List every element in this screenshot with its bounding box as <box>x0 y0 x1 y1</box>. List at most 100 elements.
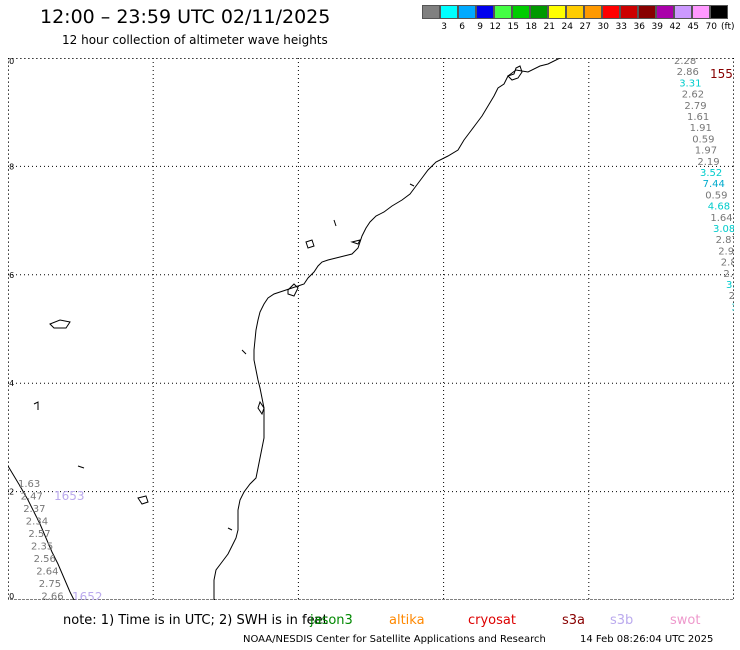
color-tick-row: 3 6 9 12 15 18 21 24 27 30 33 36 39 42 45 70 <box>422 22 728 32</box>
color-tick-label: 24 <box>561 22 573 32</box>
lat-label: 16 <box>8 271 14 280</box>
legend-item-s3a: s3a <box>562 613 586 628</box>
swh-value-label: 2.57 <box>28 529 50 540</box>
wave-height-map[interactable]: 201816141210757881848790 1.632.472.372.3… <box>8 58 734 600</box>
left-satellite-track: 1.63 2.472.37 2.342.57 2.352.56 2.642.75 2.66… <box>18 479 103 600</box>
coastal-island <box>241 349 247 355</box>
swh-value-label: 3.52 <box>700 168 722 179</box>
swh-value-label: 1.97 <box>695 146 717 157</box>
swh-value-label: 2.8 <box>721 258 734 269</box>
lat-lon-grid <box>8 58 734 600</box>
color-swatch <box>476 5 494 19</box>
units-note: note: 1) Time is in UTC; 2) SWH is in fe… <box>63 613 328 628</box>
coastal-island <box>287 283 299 297</box>
pass-time-label: 1553 <box>710 67 734 81</box>
credit-line: NOAA/NESDIS Center for Satellite Applica… <box>243 634 546 645</box>
swh-value-label: 2.56 <box>34 554 56 565</box>
swh-value-label: 0.59 <box>692 134 714 145</box>
legend-item-altika: altika <box>389 613 425 628</box>
lat-label: 10 <box>8 592 14 600</box>
swh-value-label: 2.19 <box>697 157 719 168</box>
swh-value-label: 2.86 <box>677 67 699 78</box>
color-tick-label: 21 <box>543 22 555 32</box>
coastal-island <box>333 219 337 227</box>
swh-value-label: 2.35 <box>31 542 53 553</box>
swh-value-label: 2.66 <box>41 592 63 601</box>
map-title: 12:00 – 23:59 UTC 02/11/2025 <box>40 6 331 28</box>
map-border <box>8 58 734 600</box>
color-tick-label: 33 <box>615 22 627 32</box>
coastal-island <box>49 319 71 329</box>
coastal-island <box>257 400 265 416</box>
color-swatch <box>602 5 620 19</box>
pass-time-label: 1653 <box>54 489 85 503</box>
coastal-island <box>137 495 149 505</box>
color-tick-label: 39 <box>651 22 663 32</box>
color-tick-label: 42 <box>669 22 681 32</box>
swh-value-label: 1.64 <box>710 213 732 224</box>
swh-value-label: 1.61 <box>687 112 709 123</box>
legend-item-jason3: jason3 <box>310 613 353 628</box>
color-tick-label: 3 <box>441 22 447 32</box>
coastal-island <box>227 527 233 531</box>
coastal-island <box>507 65 523 81</box>
swh-value-label: 2.62 <box>682 90 704 101</box>
coastal-island <box>305 239 315 249</box>
swh-value-label: 2.4 <box>723 269 734 280</box>
swh-value-label: 2.79 <box>684 101 706 112</box>
swh-value-label: 2.47 <box>21 492 43 503</box>
color-swatch <box>674 5 692 19</box>
coastline <box>213 58 561 600</box>
swh-value-label: 2.34 <box>26 517 48 528</box>
swh-value-label: 1.91 <box>690 123 712 134</box>
color-swatch <box>440 5 458 19</box>
color-tick-label: 70 <box>705 22 717 32</box>
swh-value-label: 2.87 <box>716 235 734 246</box>
pass-time-label: 1652 <box>72 590 103 600</box>
coastal-island <box>350 239 361 245</box>
color-swatch <box>566 5 584 19</box>
color-swatch <box>638 5 656 19</box>
legend-item-swot: swot <box>670 613 701 628</box>
swh-value-label: 2.91 <box>718 246 734 257</box>
color-swatch <box>458 5 476 19</box>
color-swatch <box>422 5 440 19</box>
swh-value-label: 1.63 <box>18 479 40 490</box>
color-swatch <box>620 5 638 19</box>
lat-label: 14 <box>8 379 14 388</box>
color-scale-legend: 3 6 9 12 15 18 21 24 27 30 33 36 39 42 45 70 (ft) <box>422 5 735 32</box>
swh-value-label: 2. <box>729 291 734 302</box>
color-swatch <box>512 5 530 19</box>
color-swatch <box>692 5 710 19</box>
swh-value-label: 2.64 <box>36 567 58 578</box>
coastal-island <box>409 183 415 187</box>
color-tick-label: 18 <box>525 22 537 32</box>
color-tick-label: 6 <box>459 22 465 32</box>
coastal-island <box>77 465 85 469</box>
generated-date: 14 Feb 08:26:04 UTC 2025 <box>580 634 714 645</box>
swh-value-label: 3.08 <box>713 224 734 235</box>
tick-spacer <box>422 22 431 32</box>
lat-label: 12 <box>8 488 14 497</box>
swh-value-label: 3.1 <box>726 280 734 291</box>
color-swatch <box>530 5 548 19</box>
color-tick-label: 15 <box>507 22 519 32</box>
color-swatch <box>494 5 512 19</box>
right-satellite-track: 2.282.863.312.622.791.611.910.591.972.19… <box>674 58 734 325</box>
swh-value-label: 2.75 <box>39 579 61 590</box>
lat-label: 18 <box>8 162 14 171</box>
legend-item-s3b: s3b <box>610 613 634 628</box>
swh-value-label: 3.31 <box>679 78 701 89</box>
axis-labels: 201816141210757881848790 <box>8 58 14 600</box>
color-scale-unit: (ft) <box>721 22 735 32</box>
swh-value-label: 3. <box>731 302 734 313</box>
swh-value-label: 7.44 <box>703 179 725 190</box>
swh-value-label: 2.37 <box>23 504 45 515</box>
color-tick-label: 9 <box>477 22 483 32</box>
color-swatch-row <box>422 5 728 19</box>
left-coastline <box>8 465 75 600</box>
color-swatch <box>710 5 728 19</box>
color-tick-label: 45 <box>687 22 699 32</box>
swh-value-label: 0.59 <box>705 190 727 201</box>
color-tick-label: 12 <box>489 22 501 32</box>
